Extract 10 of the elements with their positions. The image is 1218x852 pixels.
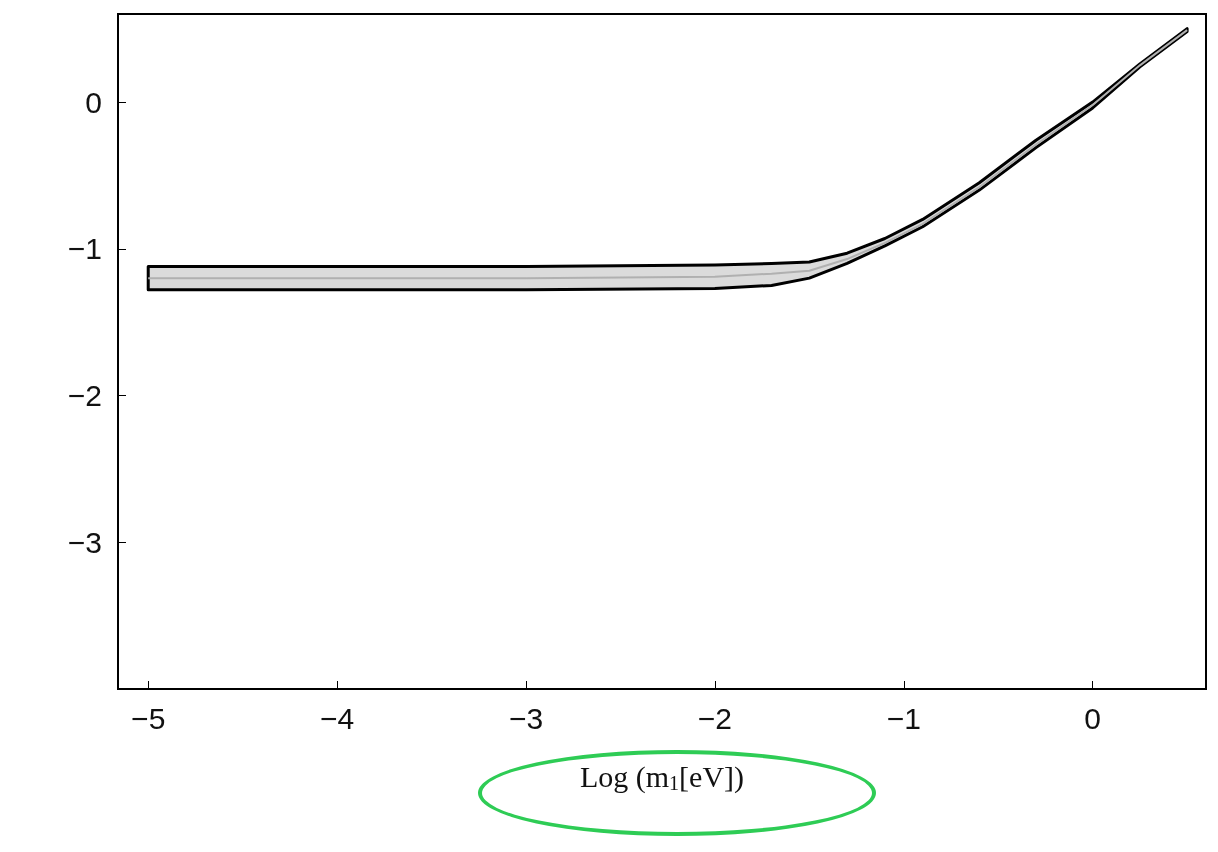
y-tick-label: 0 xyxy=(85,85,102,119)
y-tick-label: −3 xyxy=(67,525,102,559)
x-tick-label: −4 xyxy=(320,701,355,735)
x-tick-label: −1 xyxy=(886,701,921,735)
x-tick-label: −3 xyxy=(508,701,544,735)
x-tick-label: −5 xyxy=(131,701,166,735)
y-tick-label: −2 xyxy=(67,379,102,413)
y-tick-label: −1 xyxy=(67,232,102,266)
x-tick-label: 0 xyxy=(1084,701,1102,735)
x-tick-label: −2 xyxy=(697,701,732,735)
